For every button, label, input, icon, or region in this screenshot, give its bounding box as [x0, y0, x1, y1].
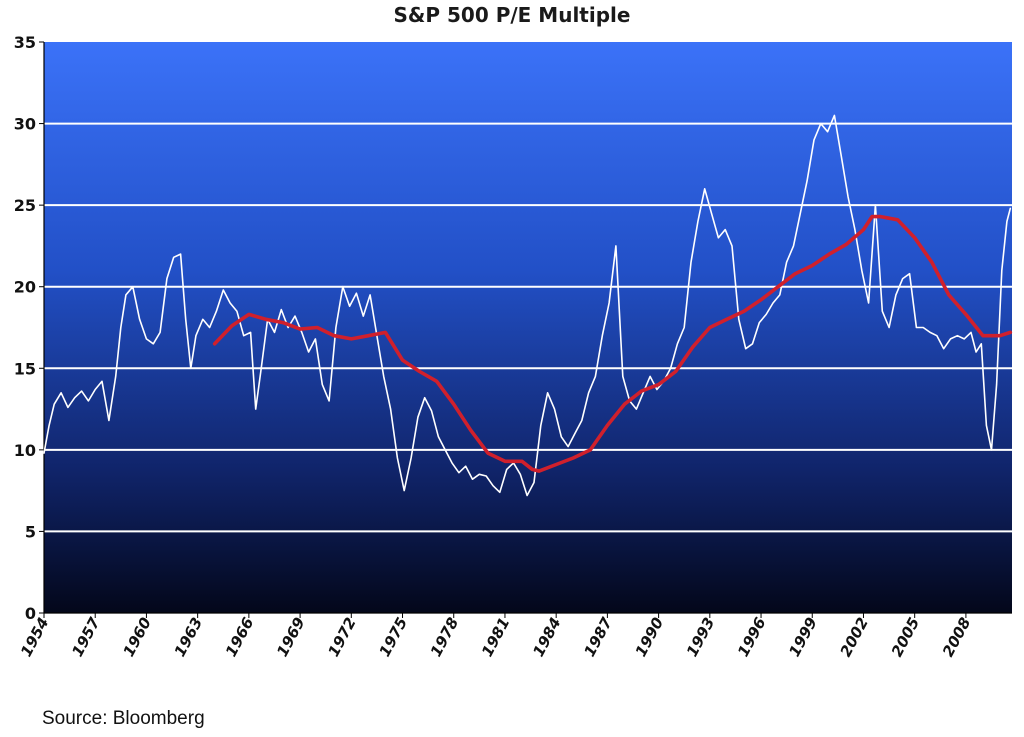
y-tick-label: 35 [14, 33, 36, 52]
x-tick-label: 2005 [888, 614, 923, 659]
x-tick-label: 1960 [119, 614, 154, 659]
series-group [43, 114, 1013, 497]
x-tick-label: 1984 [529, 614, 564, 659]
y-tick-label: 30 [14, 115, 36, 134]
x-tick-label: 1999 [785, 614, 820, 659]
x-tick-label: 1963 [171, 614, 206, 659]
plot-area [44, 42, 1012, 613]
y-tick-label: 10 [14, 441, 36, 460]
chart-title: S&P 500 P/E Multiple [394, 3, 631, 27]
pe-chart: S&P 500 P/E Multiple 0 5 10 15 20 25 30 35 1954… [14, 3, 1013, 660]
x-tick-label: 1990 [632, 614, 667, 659]
x-tick-label: 1987 [580, 614, 616, 660]
pe-ratio-line [43, 114, 1012, 497]
axes [43, 42, 1012, 614]
x-tick-label: 2008 [939, 614, 974, 659]
x-axis-ticks: 1954 1957 1960 1963 1966 1969 1972 1975 1978 1981… [17, 613, 974, 660]
x-tick-label: 1993 [683, 614, 718, 659]
source-note: Source: Bloomberg [42, 708, 205, 729]
x-tick-label: 1957 [68, 614, 104, 660]
y-tick-label: 15 [14, 359, 36, 378]
x-tick-label: 1966 [222, 614, 257, 659]
x-tick-label: 1996 [734, 614, 769, 659]
x-tick-label: 2002 [837, 614, 872, 659]
x-tick-label: 1954 [17, 614, 52, 659]
x-tick-label: 1978 [427, 614, 462, 659]
x-tick-label: 1981 [478, 614, 513, 659]
x-tick-label: 1975 [376, 614, 411, 659]
moving-average-line [212, 214, 1013, 473]
x-tick-label: 1969 [273, 614, 308, 659]
gridlines [44, 122, 1012, 533]
y-tick-label: 5 [25, 522, 36, 541]
y-tick-label: 0 [25, 604, 36, 623]
x-tick-label: 1972 [324, 614, 359, 659]
y-tick-label: 25 [14, 196, 36, 215]
y-axis-ticks: 0 5 10 15 20 25 30 35 [14, 33, 44, 623]
y-tick-label: 20 [14, 278, 36, 297]
